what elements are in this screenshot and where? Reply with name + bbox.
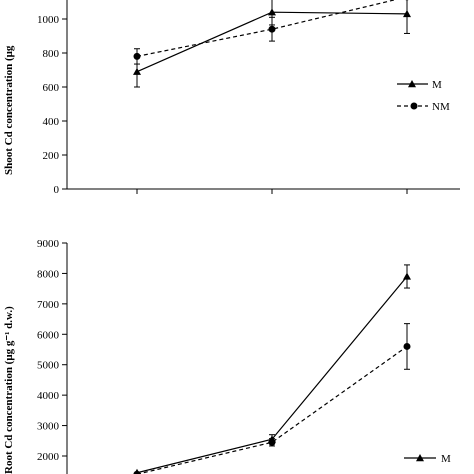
- data-point-nm: [133, 470, 141, 474]
- data-point-m: [403, 9, 411, 18]
- y-tick-label: 400: [43, 116, 60, 128]
- root-cd-chart: 2000 3000 4000 5000 6000 7000 8000 9000 Root Cd…: [3, 238, 451, 474]
- y-tick-label: 200: [43, 150, 60, 162]
- root-chart-legend: M: [404, 453, 451, 465]
- data-point-nm: [268, 438, 276, 446]
- legend-m-triangle-icon: [416, 454, 424, 462]
- y-tick-label: 2000: [37, 451, 60, 463]
- shoot-chart-y-axis-label: Shoot Cd concentration (μg: [3, 45, 15, 175]
- shoot-cd-chart: 0 200 400 600 800 1000 Shoot Cd concentration…: [3, 0, 460, 196]
- data-point-nm: [268, 25, 276, 33]
- legend-m-triangle-icon: [408, 80, 416, 88]
- legend-m-label: M: [441, 453, 451, 465]
- shoot-chart-legend: M NM: [397, 79, 450, 113]
- y-tick-label: 0: [54, 184, 60, 196]
- legend-nm-circle-icon: [410, 102, 418, 110]
- y-tick-label: 800: [43, 48, 60, 60]
- series-nm-line: [136, 345, 408, 474]
- data-point-nm: [133, 52, 141, 60]
- data-point-m: [403, 272, 411, 280]
- y-tick-label: 8000: [37, 268, 60, 280]
- data-point-nm: [403, 342, 411, 350]
- root-chart-y-axis-label: Root Cd concentration (μg g⁻¹ d.w.): [3, 306, 15, 474]
- root-chart-y-ticks: 2000 3000 4000 5000 6000 7000 8000 9000: [37, 238, 67, 463]
- legend-nm-label: NM: [432, 101, 450, 113]
- y-tick-label: 5000: [37, 360, 60, 372]
- y-tick-label: 3000: [37, 421, 60, 433]
- legend-m-label: M: [432, 79, 442, 91]
- y-tick-label: 4000: [37, 390, 60, 402]
- y-tick-label: 6000: [37, 329, 60, 341]
- shoot-chart-y-ticks: 0 200 400 600 800 1000: [37, 14, 67, 196]
- data-point-m: [268, 8, 276, 16]
- shoot-chart-series: [133, 0, 411, 88]
- shoot-chart-axes: [66, 0, 460, 194]
- root-chart-series: [133, 264, 411, 474]
- y-tick-label: 9000: [37, 238, 60, 250]
- series-nm-line: [136, 0, 397, 57]
- y-tick-label: 1000: [37, 14, 60, 26]
- y-tick-label: 600: [43, 82, 60, 94]
- y-tick-label: 7000: [37, 299, 60, 311]
- data-point-m: [133, 67, 141, 75]
